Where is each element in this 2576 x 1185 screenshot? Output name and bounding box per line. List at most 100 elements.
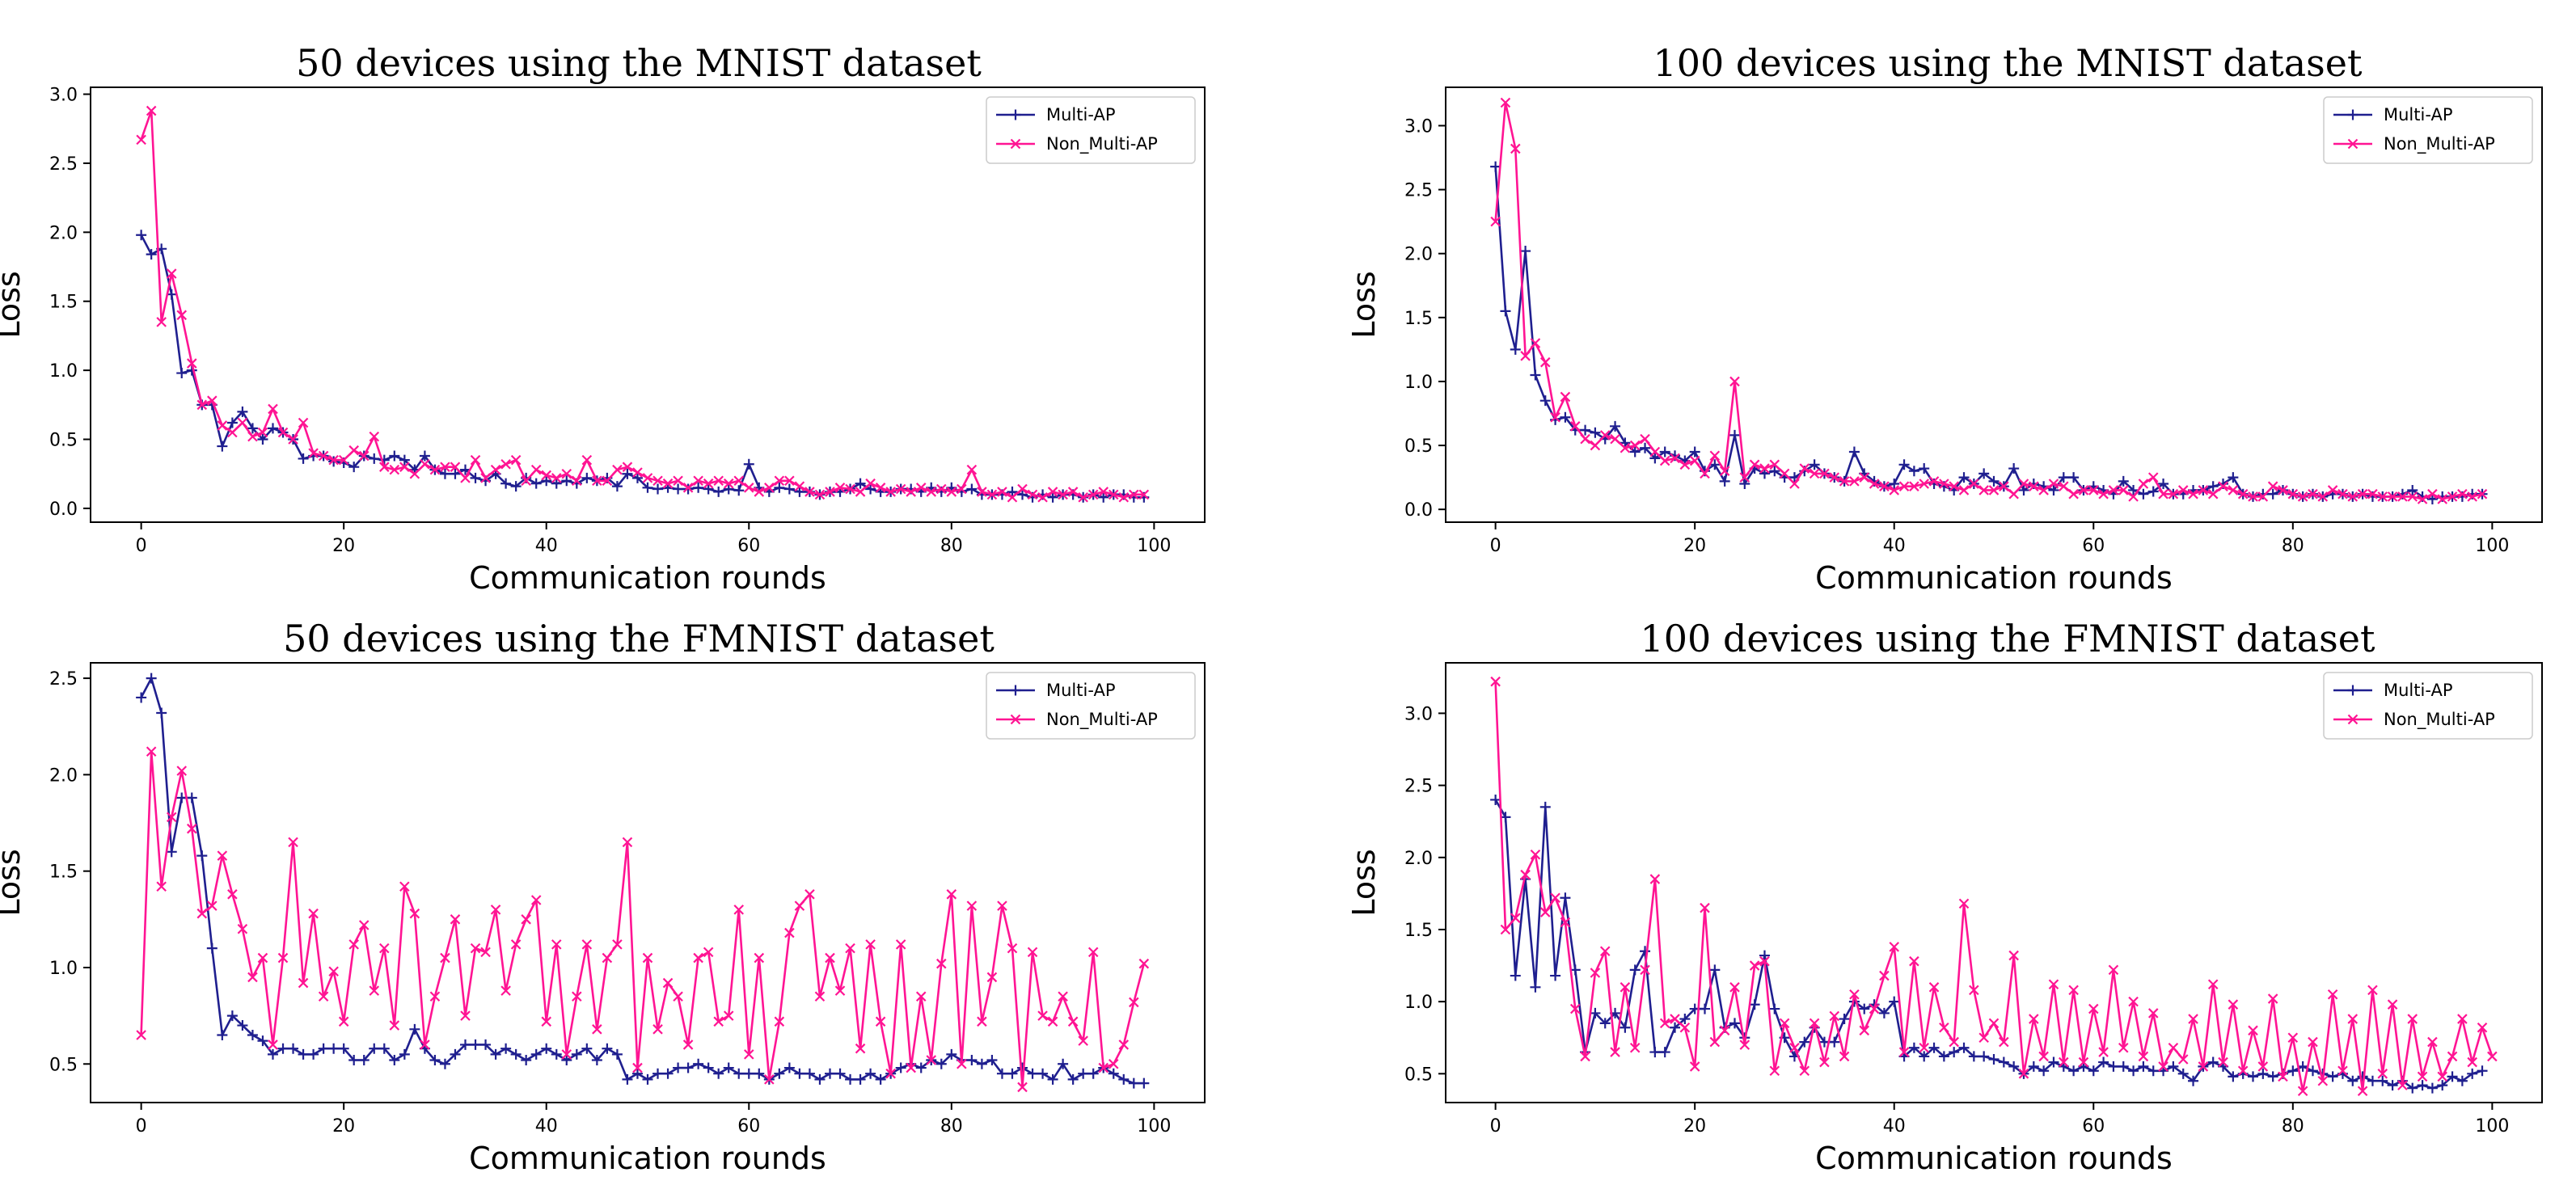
data-point <box>2088 485 2099 496</box>
data-point <box>1620 442 1631 453</box>
data-point <box>1500 97 1511 108</box>
data-point <box>875 1073 886 1085</box>
data-point <box>217 441 228 452</box>
data-point <box>1939 1022 1949 1033</box>
data-point <box>1879 970 1890 981</box>
data-point <box>1709 450 1721 461</box>
data-point <box>207 900 217 911</box>
data-point <box>662 478 674 489</box>
y-tick-label: 2.0 <box>1404 245 1433 265</box>
legend-box <box>2323 672 2533 740</box>
data-point <box>2059 481 2069 491</box>
data-point <box>1520 351 1531 361</box>
data-point <box>2367 1075 2378 1086</box>
data-point <box>267 1048 278 1060</box>
data-point <box>764 1074 775 1085</box>
data-point <box>631 1068 643 1079</box>
data-point <box>703 483 714 495</box>
data-point <box>470 943 481 954</box>
data-point <box>2118 1061 2129 1072</box>
data-point <box>622 462 633 472</box>
y-tick-label: 1.0 <box>49 361 78 382</box>
data-point <box>1590 440 1601 451</box>
data-point <box>2218 1056 2228 1068</box>
legend-label: Non_Multi-AP <box>1046 134 1158 154</box>
data-point <box>784 475 795 487</box>
data-point <box>1779 468 1790 479</box>
data-point <box>247 431 258 442</box>
data-point <box>2128 996 2139 1007</box>
data-point <box>2447 1051 2458 1062</box>
data-point <box>632 467 643 478</box>
data-point <box>2417 1071 2428 1082</box>
data-point <box>521 1055 532 1066</box>
data-point <box>794 1068 805 1079</box>
data-point <box>1007 943 1018 954</box>
y-tick-label: 0.0 <box>49 500 78 520</box>
data-point <box>2168 1042 2179 1053</box>
data-point <box>825 952 835 964</box>
data-point <box>2188 1014 2198 1024</box>
data-point <box>1759 950 1770 961</box>
y-tick-label: 1.0 <box>1404 373 1433 393</box>
data-point <box>1898 1047 1910 1057</box>
data-point <box>1640 433 1650 445</box>
data-point <box>521 475 531 487</box>
data-point <box>1729 429 1740 441</box>
y-axis-label: Loss <box>0 849 27 916</box>
chart-panel-1: 100 devices using the MNIST dataset Commu… <box>1346 41 2543 596</box>
data-point <box>2477 488 2488 500</box>
data-point <box>328 454 339 466</box>
data-point <box>196 850 208 862</box>
data-point <box>2397 491 2408 502</box>
data-point <box>642 1073 653 1085</box>
data-point <box>997 487 1007 497</box>
data-point <box>1629 1042 1641 1053</box>
y-tick-label: 1.5 <box>49 862 78 883</box>
data-point <box>1108 1068 1119 1079</box>
data-point <box>551 939 562 950</box>
data-point <box>2367 488 2378 500</box>
data-point <box>226 1010 238 1022</box>
plot-frame <box>90 662 1206 1103</box>
data-point <box>966 483 978 495</box>
data-point <box>2068 1065 2080 1077</box>
data-point <box>2228 485 2239 496</box>
data-point <box>2158 1061 2168 1072</box>
data-point <box>2417 1080 2428 1091</box>
data-point <box>733 485 745 496</box>
data-point <box>581 939 593 950</box>
data-point <box>2038 1051 2049 1062</box>
data-point <box>1949 1047 1960 1058</box>
data-point <box>267 423 278 434</box>
y-tick-label: 0.5 <box>1404 436 1433 457</box>
data-point <box>318 991 329 1002</box>
data-point <box>1520 869 1531 880</box>
data-point <box>1968 1051 1979 1062</box>
data-point <box>1590 427 1601 438</box>
data-point <box>986 1055 998 1066</box>
plot-frame <box>1445 662 2543 1103</box>
data-point <box>298 977 309 989</box>
data-point <box>1620 437 1631 449</box>
data-point <box>814 1073 826 1085</box>
data-point <box>743 1049 754 1060</box>
data-point <box>227 427 238 438</box>
data-point <box>733 905 745 915</box>
data-point <box>510 939 522 950</box>
data-point <box>206 943 217 954</box>
data-point <box>2108 485 2119 496</box>
data-point <box>723 1010 734 1021</box>
data-point <box>764 483 775 493</box>
data-point <box>2088 1003 2099 1014</box>
data-point <box>936 958 947 969</box>
y-tick-label: 2.5 <box>49 154 78 175</box>
data-point <box>328 966 339 977</box>
data-point <box>804 889 815 900</box>
data-point <box>541 1043 552 1054</box>
data-point <box>500 458 511 470</box>
chart-panel-2: 50 devices using the FMNIST dataset Commu… <box>0 617 1206 1176</box>
data-point <box>2128 491 2139 502</box>
data-point <box>2457 488 2468 500</box>
